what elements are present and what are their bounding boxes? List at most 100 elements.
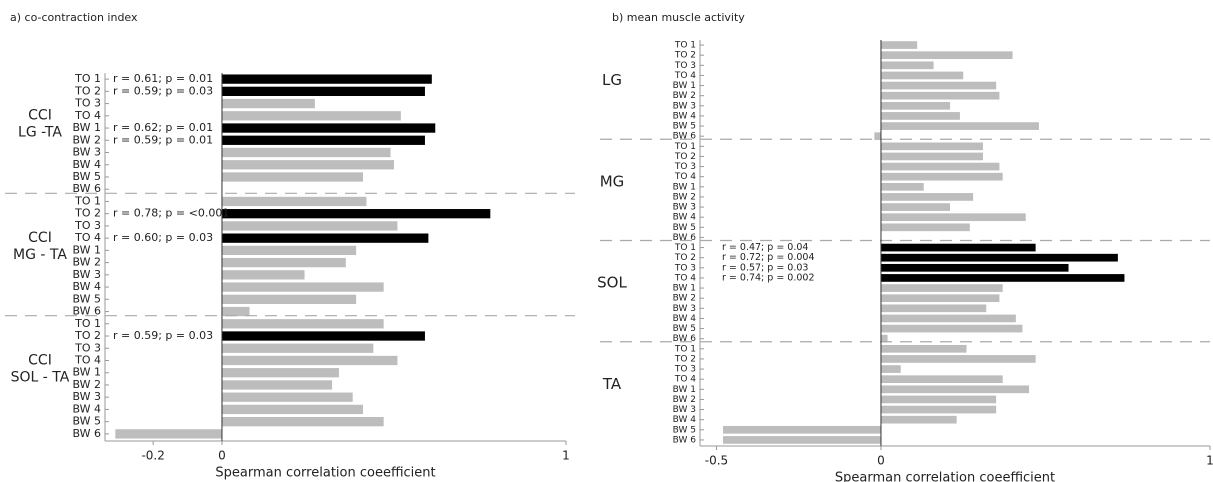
bar (221, 111, 401, 121)
bar (221, 392, 353, 402)
bar (221, 270, 305, 280)
y-tick-label: BW 4 (673, 415, 697, 425)
y-tick-label: BW 3 (673, 203, 696, 213)
y-tick-label: BW 5 (72, 415, 101, 428)
x-tick-label: 0 (218, 449, 226, 463)
y-tick-label: BW 5 (72, 292, 101, 305)
x-tick-label: -0.2 (141, 449, 164, 463)
bar (880, 365, 901, 373)
bar (221, 355, 398, 366)
bar (880, 172, 1003, 181)
bar (723, 436, 881, 444)
value-label: r = 0.72; p = 0.004 (722, 252, 815, 263)
y-tick-label: TO 4 (674, 172, 696, 182)
bar (880, 294, 1000, 303)
bar (880, 334, 888, 343)
y-tick-label: TO 1 (74, 317, 101, 330)
bar (880, 395, 997, 404)
bar (880, 101, 951, 110)
x-tick-label: 1 (562, 449, 570, 463)
bar (221, 368, 339, 378)
bar (880, 162, 1000, 171)
bar (221, 404, 364, 415)
y-tick-label: BW 1 (72, 366, 101, 379)
bar (880, 375, 1003, 384)
y-tick-label: BW 4 (72, 402, 101, 415)
y-tick-label: BW 2 (673, 91, 696, 101)
value-label: r = 0.57; p = 0.03 (722, 262, 808, 273)
chart-title: a) co-contraction index (10, 11, 138, 24)
bar (221, 380, 333, 390)
y-tick-label: BW 4 (673, 213, 697, 223)
value-label: r = 0.60; p = 0.03 (113, 231, 213, 244)
bar (221, 196, 367, 207)
bar (880, 243, 1036, 252)
y-tick-label: BW 4 (673, 111, 697, 121)
y-tick-label: BW 5 (673, 223, 696, 233)
bar (221, 233, 429, 243)
bar (880, 81, 997, 90)
x-axis-label: Spearman correlation coeefficient (835, 471, 1055, 482)
y-tick-label: TO 3 (74, 97, 101, 110)
x-tick-label: 1 (1206, 454, 1213, 468)
group-label: LG -TA (18, 125, 62, 141)
bar (221, 160, 394, 170)
bar (115, 429, 222, 439)
bar (880, 284, 1003, 292)
bar (880, 253, 1118, 262)
value-label: r = 0.59; p = 0.01 (113, 133, 213, 146)
y-tick-label: BW 6 (673, 334, 697, 344)
x-tick-label: -0.5 (705, 454, 728, 468)
x-tick-label: 0 (877, 454, 885, 468)
bar (880, 405, 997, 414)
y-tick-label: TO 2 (74, 84, 101, 97)
y-tick-label: BW 1 (673, 284, 696, 294)
y-tick-label: TO 2 (674, 354, 696, 364)
y-tick-label: BW 2 (673, 395, 696, 405)
group-label: SOL - TA (11, 369, 70, 385)
bar (221, 221, 398, 231)
bar (880, 203, 951, 211)
y-tick-label: TO 1 (674, 41, 696, 51)
value-label: r = 0.59; p = 0.03 (113, 329, 213, 342)
y-tick-label: TO 4 (674, 273, 696, 283)
y-tick-label: TO 4 (74, 231, 101, 244)
y-tick-label: TO 1 (674, 344, 696, 354)
y-tick-label: BW 6 (72, 182, 101, 195)
bar (880, 344, 967, 353)
y-tick-label: TO 3 (74, 341, 101, 354)
bar (221, 417, 384, 427)
y-tick-label: TO 3 (674, 61, 696, 71)
y-tick-label: BW 6 (673, 233, 697, 243)
y-tick-label: TO 2 (674, 253, 696, 263)
y-tick-label: TO 2 (74, 329, 101, 342)
group-label: TA (602, 375, 622, 393)
y-tick-label: BW 3 (72, 146, 101, 159)
y-tick-label: BW 3 (673, 304, 696, 314)
bar (221, 257, 346, 268)
bar (221, 98, 315, 109)
group-label: SOL (597, 274, 627, 292)
y-tick-label: BW 4 (673, 314, 697, 324)
bar (221, 86, 425, 96)
bar (221, 306, 250, 317)
y-tick-label: TO 1 (74, 194, 101, 207)
y-tick-label: TO 3 (674, 263, 696, 273)
bar (880, 263, 1069, 272)
bar (880, 61, 934, 70)
value-label: r = 0.47; p = 0.04 (722, 242, 808, 253)
bar (221, 147, 391, 158)
value-label: r = 0.62; p = 0.01 (113, 121, 213, 134)
bar (221, 282, 384, 292)
bar (880, 51, 1013, 60)
bar (880, 415, 957, 424)
bar (221, 74, 432, 84)
bar (880, 71, 964, 80)
bar (221, 172, 364, 182)
y-tick-label: BW 2 (673, 192, 696, 202)
y-tick-label: BW 3 (673, 101, 696, 111)
y-tick-label: BW 4 (72, 280, 101, 293)
value-label: r = 0.61; p = 0.01 (113, 72, 213, 85)
y-tick-label: TO 1 (74, 72, 101, 85)
